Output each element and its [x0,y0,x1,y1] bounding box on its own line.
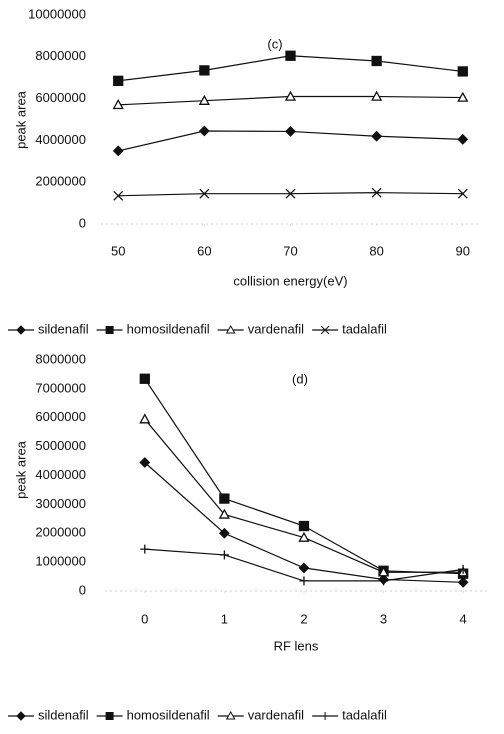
series-line [144,418,464,573]
legend-label: tadalafil [342,321,387,336]
x-tick-label: 70 [283,243,297,258]
marker [284,90,297,101]
y-tick-label: 6000000 [35,409,86,424]
marker [285,188,296,199]
y-tick-label: 4000000 [35,467,86,482]
x-tick-label: 1 [221,611,228,626]
y-tick-label: 3000000 [35,496,86,511]
legend-label: tadalafil [342,707,387,722]
legend-label: homosildenafil [127,707,210,722]
x-tick-label: 3 [380,611,387,626]
annotation: (c) [267,36,282,51]
legend-marker [105,326,114,334]
marker [457,188,468,199]
marker [199,188,210,199]
legend-label: sildenafil [38,707,89,722]
marker [285,125,296,137]
marker [299,576,309,586]
marker [457,91,469,102]
y-tick-label: 2000000 [35,525,86,540]
marker [298,531,310,542]
x-axis-label: collision energy(eV) [233,273,347,288]
legend-marker [16,711,26,721]
marker [298,520,310,532]
y-axis-label: peak area [13,440,28,499]
marker [457,576,469,588]
marker [298,562,310,574]
x-tick-label: 80 [369,243,383,258]
y-tick-label: 5000000 [35,438,86,453]
marker [112,99,124,110]
marker [371,55,382,67]
y-tick-label: 10000000 [28,6,86,21]
marker [139,413,151,424]
y-tick-label: 4000000 [35,132,86,147]
marker [112,145,124,157]
x-tick-label: 50 [111,243,125,258]
marker [113,75,124,86]
x-tick-label: 60 [197,243,211,258]
annotation: (d) [292,371,308,386]
marker [371,90,383,101]
x-tick-label: 0 [141,611,148,626]
marker [113,190,124,201]
marker [379,576,389,586]
legend-label: vardenafil [248,321,304,336]
y-tick-label: 7000000 [35,380,86,395]
y-tick-label: 1000000 [35,554,86,569]
legend-marker [105,712,114,720]
marker [198,94,210,105]
legend-label: vardenafil [248,707,304,722]
x-tick-label: 4 [460,611,467,626]
y-axis-label: peak area [13,90,28,149]
y-tick-label: 8000000 [35,48,86,63]
marker [140,544,150,554]
marker [458,564,468,574]
y-tick-label: 0 [79,582,86,597]
marker [219,550,229,560]
marker [218,508,230,519]
legend-marker [321,712,330,720]
marker [377,566,390,577]
x-tick-label: 2 [300,611,307,626]
y-tick-label: 0 [79,215,86,230]
marker [457,66,468,77]
legend-marker [225,710,236,720]
marker [219,493,230,504]
marker [198,125,210,137]
legend-marker [16,325,26,335]
legend-marker [225,324,236,334]
legend-label: homosildenafil [127,321,210,336]
marker [218,527,230,539]
x-axis-label: RF lens [274,638,319,653]
marker [139,457,151,468]
legend-marker [320,325,330,335]
marker [371,130,383,142]
y-tick-label: 8000000 [35,351,86,366]
legend-label: sildenafil [38,321,89,336]
x-tick-label: 90 [456,243,470,258]
marker [285,50,296,61]
marker [457,133,469,145]
y-tick-label: 2000000 [35,174,86,189]
marker [199,65,210,76]
marker [371,187,382,198]
marker [139,373,150,384]
y-tick-label: 6000000 [35,90,86,105]
